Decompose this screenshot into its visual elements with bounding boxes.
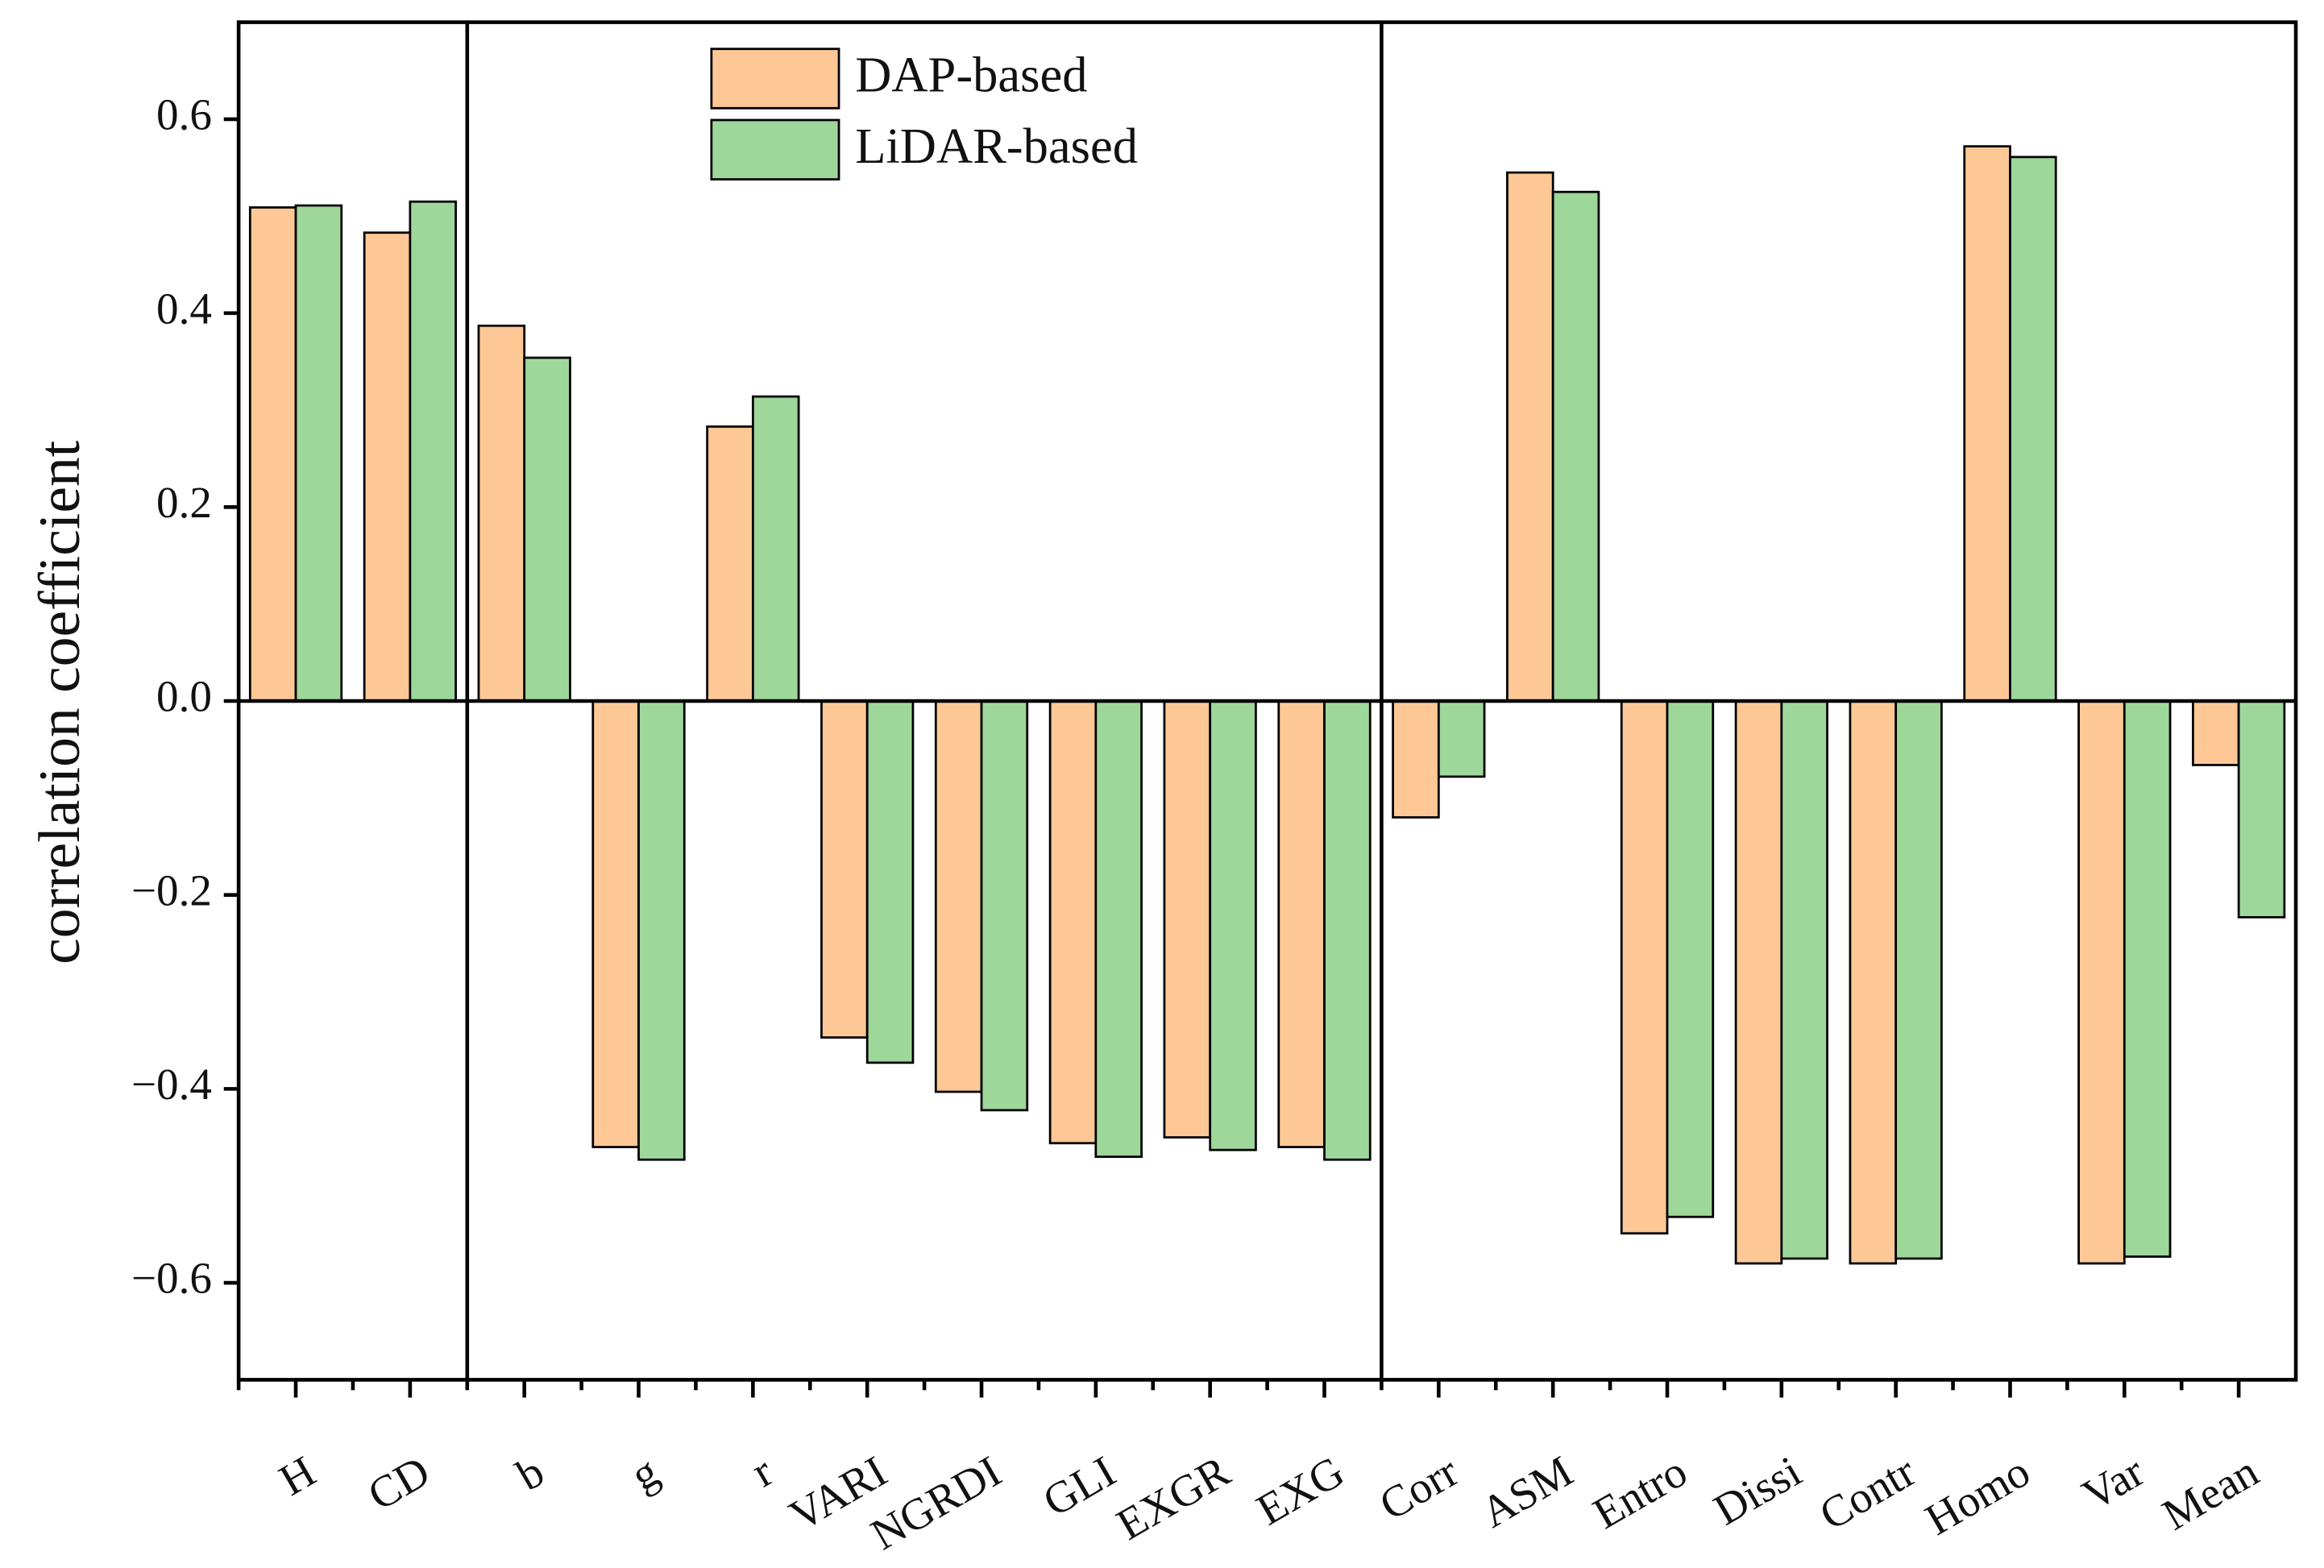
bar	[1163, 699, 1212, 1139]
bar	[934, 699, 983, 1093]
legend-label: LiDAR-based	[855, 118, 1138, 174]
x-tick-label: Mean	[2154, 1446, 2266, 1540]
bar	[363, 231, 412, 703]
bar	[248, 206, 297, 703]
bar	[706, 425, 754, 703]
bar	[1620, 699, 1669, 1235]
y-tick-label: −0.2	[131, 865, 212, 915]
bar	[2077, 699, 2126, 1265]
x-tick-label: b	[508, 1446, 552, 1500]
bar	[1277, 699, 1326, 1148]
y-tick-label: 0.6	[156, 90, 212, 139]
bar	[1437, 699, 1486, 778]
bar	[1506, 171, 1554, 703]
x-tick-label: Entro	[1585, 1446, 1695, 1538]
bar	[1094, 699, 1143, 1158]
y-axis-title: correlation coefficient	[26, 441, 92, 964]
bar	[2123, 699, 2172, 1258]
bar	[2192, 699, 2240, 766]
x-tick-label: CD	[359, 1446, 438, 1520]
bar	[2009, 156, 2057, 703]
bar	[294, 204, 343, 703]
x-tick-label: NGRDI	[863, 1446, 1010, 1559]
x-tick-label: ASM	[1473, 1446, 1581, 1537]
y-tick-label: 0.0	[156, 672, 212, 721]
bar	[751, 395, 800, 703]
bar	[820, 699, 869, 1039]
bar	[1323, 699, 1372, 1161]
bar	[1392, 699, 1440, 819]
x-tick-label: Var	[2074, 1446, 2152, 1520]
bar	[591, 699, 640, 1148]
x-tick-label: EXGR	[1109, 1446, 1239, 1549]
bar	[1734, 699, 1783, 1265]
y-tick-label: −0.6	[131, 1254, 212, 1303]
legend-swatch	[710, 118, 840, 180]
bar	[409, 200, 457, 703]
bar	[865, 699, 915, 1064]
bar	[1894, 699, 1943, 1260]
x-tick-label: Homo	[1917, 1446, 2038, 1545]
plot-frame	[236, 20, 2298, 1382]
x-tick-label: g	[623, 1446, 666, 1500]
x-tick-label: Contr	[1811, 1446, 1924, 1540]
bar	[477, 324, 526, 703]
x-tick-label: Dissi	[1705, 1446, 1809, 1535]
y-tick-label: 0.4	[156, 284, 212, 333]
x-tick-label: EXG	[1248, 1446, 1352, 1535]
x-tick-label: H	[271, 1446, 323, 1505]
legend-label: DAP-based	[855, 47, 1087, 103]
x-tick-label: GLI	[1035, 1446, 1123, 1526]
bar	[1666, 699, 1715, 1218]
x-tick-label: Corr	[1372, 1446, 1467, 1529]
legend-swatch	[710, 48, 840, 110]
bar	[2237, 699, 2286, 919]
y-tick-label: −0.4	[131, 1060, 212, 1109]
bar	[523, 356, 571, 703]
bar	[1209, 699, 1257, 1151]
bar	[1551, 190, 1600, 703]
bar	[980, 699, 1029, 1112]
bar	[637, 699, 686, 1161]
bar	[1849, 699, 1898, 1265]
bar	[1963, 145, 2011, 703]
x-tick-label: r	[743, 1446, 780, 1496]
bar	[1048, 699, 1098, 1145]
y-tick-label: 0.2	[156, 478, 212, 527]
bar	[1780, 699, 1828, 1260]
